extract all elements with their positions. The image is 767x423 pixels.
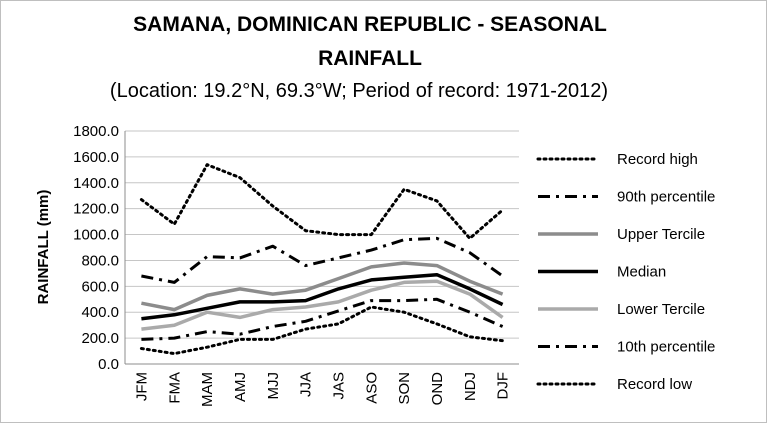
y-axis-ticks: 1800.0 1600.0 1400.0 1200.0 1000.0 800.0 600.0… bbox=[73, 123, 119, 373]
series-line-median bbox=[141, 272, 504, 321]
y-tick-label: 1800.0 bbox=[73, 123, 119, 140]
y-tick-label: 1400.0 bbox=[73, 175, 119, 192]
y-tick-label: 1000.0 bbox=[73, 227, 119, 244]
series-line-record-low bbox=[139, 305, 505, 356]
x-tick-label: ASO bbox=[363, 372, 380, 404]
y-axis-label: RAINFALL (mm) bbox=[35, 190, 52, 305]
x-tick-label: JFM bbox=[133, 372, 150, 401]
legend-label: Median bbox=[617, 264, 666, 281]
x-tick-label: MAM bbox=[199, 372, 216, 407]
y-tick-label: 1200.0 bbox=[73, 201, 119, 218]
x-tick-label: MJJ bbox=[265, 372, 282, 400]
legend-label: Upper Tercile bbox=[617, 226, 705, 243]
series-line-10th-percentile bbox=[141, 297, 504, 341]
chart-title-line2: RAINFALL bbox=[318, 47, 422, 70]
legend-label: Lower Tercile bbox=[617, 301, 705, 318]
x-tick-label: NDJ bbox=[462, 372, 479, 401]
x-axis-ticks: JFM FMA MAM AMJ MJJ JJA JAS ASO SON OND NDJ DJF bbox=[133, 372, 511, 407]
series-line-lower-tercile bbox=[141, 279, 504, 331]
y-tick-label: 600.0 bbox=[81, 278, 119, 295]
y-tick-label: 1600.0 bbox=[73, 149, 119, 166]
x-tick-label: FMA bbox=[166, 372, 183, 404]
y-tick-label: 800.0 bbox=[81, 252, 119, 269]
legend-label: 10th percentile bbox=[617, 339, 715, 356]
legend: Record high 90th percentile Upper Tercile M… bbox=[536, 151, 715, 393]
x-tick-label: SON bbox=[396, 372, 413, 405]
series-line-90th-percentile bbox=[141, 236, 504, 284]
legend-label: Record high bbox=[617, 151, 698, 168]
chart-subtitle: (Location: 19.2°N, 69.3°W; Period of rec… bbox=[110, 80, 608, 102]
x-tick-label: AMJ bbox=[232, 372, 249, 402]
y-tick-label: 200.0 bbox=[81, 330, 119, 347]
y-tick-label: 400.0 bbox=[81, 304, 119, 321]
legend-label: Record low bbox=[617, 376, 692, 393]
x-tick-label: JAS bbox=[330, 372, 347, 400]
legend-label: 90th percentile bbox=[617, 189, 715, 206]
series-line-record-high bbox=[139, 163, 505, 240]
chart-title-line1: SAMANA, DOMINICAN REPUBLIC - SEASONAL bbox=[133, 13, 607, 36]
series-lines bbox=[139, 163, 505, 356]
y-tick-label: 0.0 bbox=[98, 356, 119, 373]
gridlines bbox=[124, 130, 519, 365]
series-line-upper-tercile bbox=[141, 261, 504, 312]
x-tick-label: DJF bbox=[495, 372, 512, 400]
x-tick-label: OND bbox=[429, 372, 446, 406]
x-tick-label: JJA bbox=[298, 372, 315, 397]
